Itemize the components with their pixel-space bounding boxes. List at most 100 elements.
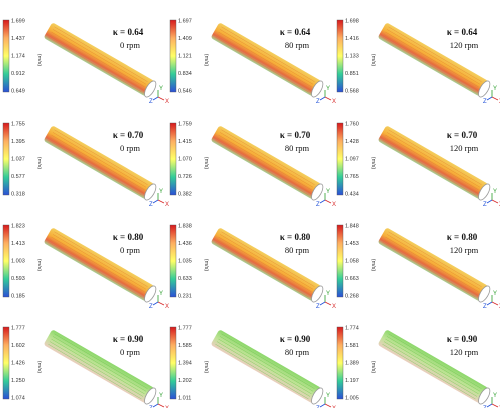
streamline (383, 34, 478, 90)
triad-axis (486, 301, 493, 306)
colorbar-tick-label: 1.698 (345, 18, 359, 24)
colorbar-tick-label: 1.777 (178, 325, 192, 331)
triad-axis (152, 199, 159, 204)
kappa-label: κ = 0.90 (280, 334, 311, 344)
pipe-body (44, 23, 154, 96)
streamline (51, 134, 145, 191)
triad-label: X (165, 202, 169, 208)
pipe (211, 228, 324, 303)
streamline (51, 236, 145, 293)
colorbar (169, 326, 177, 400)
triad-label: Y (159, 86, 163, 92)
speed-label: 80 rpm (285, 40, 310, 50)
colorbar (169, 122, 177, 196)
speed-label: 0 rpm (120, 40, 140, 50)
streamline (388, 231, 482, 287)
colorbar-tick-label: 1.097 (345, 156, 359, 162)
colorbar-tick-label: 1.202 (178, 378, 192, 384)
streamline (49, 137, 144, 193)
pipe-outlet (478, 387, 491, 405)
triad-axis (486, 96, 493, 101)
colorbar-unit: (m/s) (370, 54, 376, 67)
triad-axis (152, 403, 159, 408)
streamline (51, 338, 145, 395)
colorbar-tick-label: 1.428 (345, 139, 359, 145)
streamline (215, 140, 309, 196)
speed-label: 80 rpm (285, 245, 310, 255)
triad-label: X (332, 406, 336, 408)
streamline (218, 134, 312, 191)
panel: 1.760 1.428 1.097 0.765 0.434 (m/s) κ = 0.70 12… (336, 121, 500, 208)
pipe-outlet (144, 80, 157, 98)
kappa-label: κ = 0.64 (113, 27, 144, 37)
triad-label: Z (316, 406, 320, 408)
triad-label: Y (159, 189, 163, 195)
streamline (386, 132, 481, 188)
colorbar-tick-label: 0.663 (345, 276, 359, 282)
colorbar-tick-label: 1.760 (345, 121, 359, 127)
streamline (383, 137, 478, 193)
kappa-label: κ = 0.64 (280, 27, 311, 37)
pipe (44, 23, 157, 98)
colorbar-tick-label: 1.389 (345, 360, 359, 366)
triad-axis (319, 96, 326, 101)
colorbar-tick-label: 1.035 (178, 258, 192, 264)
pipe-body (211, 228, 321, 301)
axis-triad: Z Y X (149, 291, 169, 310)
pipe-outlet (478, 80, 491, 98)
colorbar-unit: (m/s) (203, 157, 209, 170)
kappa-label: κ = 0.90 (447, 334, 478, 344)
colorbar-unit: (m/s) (203, 361, 209, 374)
colorbar-tick-label: 0.851 (345, 71, 359, 77)
panel: 1.755 1.395 1.037 0.577 0.318 (m/s) κ = 0.70 0 … (2, 121, 169, 208)
triad-axis (319, 199, 326, 204)
colorbar-tick-label: 1.436 (178, 241, 192, 247)
speed-label: 120 rpm (450, 143, 479, 153)
panel: 1.774 1.581 1.389 1.197 1.005 (m/s) κ = 0.90 12… (336, 325, 500, 408)
kappa-label: κ = 0.80 (447, 232, 478, 242)
colorbar-tick-label: 1.037 (11, 156, 25, 162)
streamline (382, 242, 476, 298)
streamline (385, 31, 479, 88)
streamline (49, 239, 144, 295)
pipe (44, 330, 157, 405)
colorbar-tick-label: 1.759 (178, 121, 192, 127)
streamline (52, 132, 147, 188)
streamline (218, 31, 312, 88)
pipe (378, 23, 491, 98)
streamline (385, 134, 479, 191)
streamline (216, 341, 311, 397)
panel: 1.699 1.437 1.174 0.912 0.649 (m/s) κ = 0.64 0 … (2, 18, 169, 105)
streamline (216, 239, 311, 295)
triad-axis (152, 96, 159, 101)
colorbar-tick-label: 1.005 (345, 395, 359, 401)
colorbar-tick-label: 1.415 (178, 139, 192, 145)
streamline (52, 336, 147, 392)
colorbar (2, 224, 10, 298)
pipe-body (378, 23, 488, 96)
triad-axis (491, 301, 499, 306)
colorbar-tick-label: 1.197 (345, 378, 359, 384)
axis-triad: Z Y X (149, 189, 169, 208)
axis-triad: Z Y X (149, 86, 169, 105)
triad-label: Y (326, 86, 330, 92)
streamline (388, 333, 482, 389)
panel: 1.759 1.415 1.070 0.726 0.382 (m/s) κ = 0.70 80… (169, 121, 336, 208)
triad-label: Z (149, 202, 153, 208)
triad-label: X (165, 406, 169, 408)
colorbar (336, 224, 344, 298)
panel: 1.838 1.436 1.035 0.633 0.231 (m/s) κ = 0.80 80… (169, 223, 336, 310)
streamline (382, 344, 476, 400)
colorbar-unit: (m/s) (36, 157, 42, 170)
streamline (221, 129, 315, 185)
streamline (382, 140, 476, 196)
triad-axis (319, 301, 326, 306)
triad-label: Z (316, 99, 320, 105)
colorbar-tick-label: 1.395 (11, 139, 25, 145)
colorbar-tick-label: 1.174 (11, 53, 25, 59)
pipe (378, 330, 491, 405)
colorbar-unit: (m/s) (370, 361, 376, 374)
triad-axis (324, 96, 332, 101)
colorbar-tick-label: 1.413 (11, 241, 25, 247)
streamline (219, 336, 314, 392)
